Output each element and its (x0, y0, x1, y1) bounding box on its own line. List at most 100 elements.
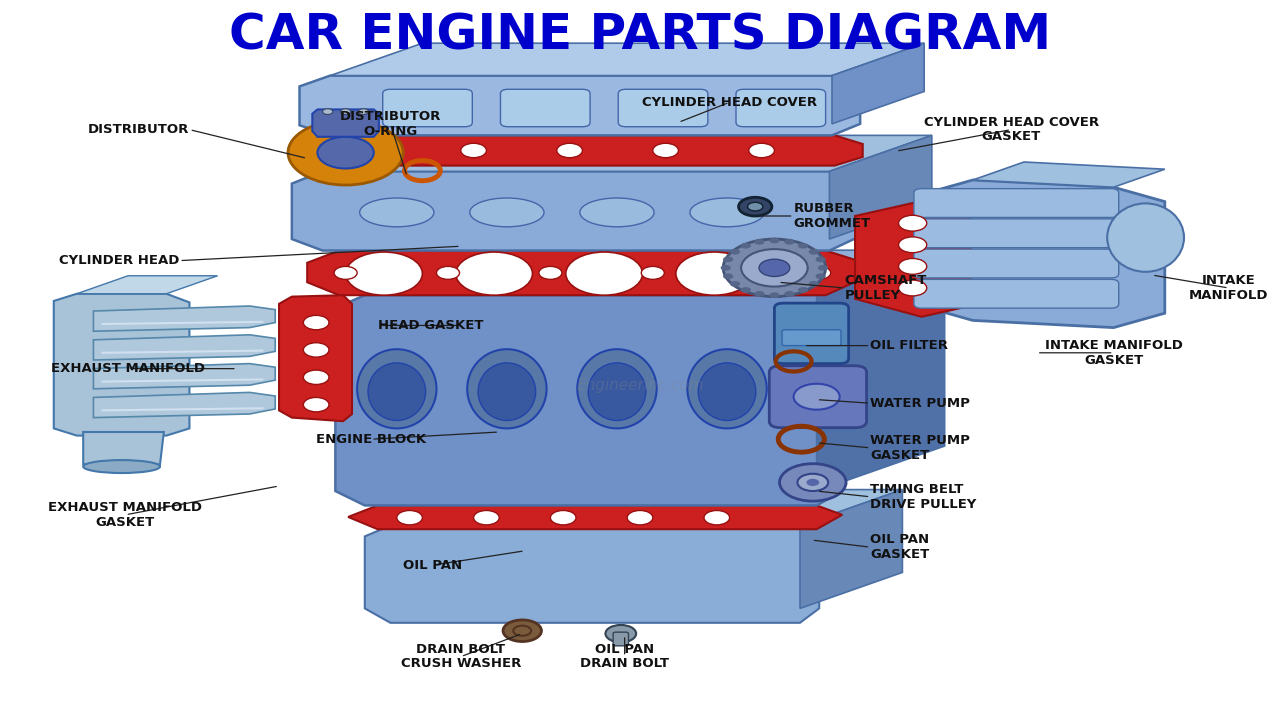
Polygon shape (800, 490, 902, 608)
Text: WATER PUMP: WATER PUMP (870, 397, 970, 410)
Circle shape (303, 343, 329, 357)
Polygon shape (855, 202, 970, 317)
Polygon shape (77, 276, 218, 294)
Circle shape (797, 243, 808, 248)
FancyBboxPatch shape (736, 89, 826, 127)
Circle shape (627, 510, 653, 525)
Circle shape (899, 215, 927, 231)
Text: HEAD GASKET: HEAD GASKET (378, 319, 483, 332)
Ellipse shape (690, 198, 764, 227)
Polygon shape (54, 294, 189, 436)
Circle shape (806, 479, 819, 486)
Polygon shape (93, 306, 275, 331)
Circle shape (744, 266, 767, 279)
Circle shape (676, 252, 753, 295)
Circle shape (899, 280, 927, 296)
Circle shape (605, 625, 636, 642)
Circle shape (808, 266, 831, 279)
Circle shape (809, 249, 819, 255)
Ellipse shape (577, 349, 657, 428)
Text: EXHAUST MANIFOLD: EXHAUST MANIFOLD (51, 362, 205, 375)
Polygon shape (829, 135, 932, 239)
FancyBboxPatch shape (914, 279, 1119, 308)
FancyBboxPatch shape (914, 249, 1119, 278)
Ellipse shape (1107, 203, 1184, 271)
FancyBboxPatch shape (914, 189, 1119, 217)
Circle shape (809, 281, 819, 287)
Polygon shape (323, 135, 932, 171)
Polygon shape (348, 505, 842, 529)
Ellipse shape (467, 349, 547, 428)
Circle shape (730, 281, 740, 287)
Circle shape (797, 474, 828, 491)
Text: OIL FILTER: OIL FILTER (870, 339, 948, 352)
Text: OIL PAN
DRAIN BOLT: OIL PAN DRAIN BOLT (580, 643, 669, 670)
Circle shape (754, 239, 764, 245)
Circle shape (641, 266, 664, 279)
Text: DISTRIBUTOR: DISTRIBUTOR (88, 123, 189, 136)
Circle shape (358, 109, 369, 114)
Polygon shape (93, 335, 275, 360)
Polygon shape (279, 295, 352, 421)
Circle shape (303, 370, 329, 384)
Circle shape (704, 510, 730, 525)
Circle shape (303, 315, 329, 330)
Polygon shape (365, 526, 819, 623)
Ellipse shape (687, 349, 767, 428)
Polygon shape (83, 432, 164, 464)
Polygon shape (335, 295, 842, 505)
Circle shape (340, 109, 351, 114)
Circle shape (346, 252, 422, 295)
Circle shape (653, 143, 678, 158)
Text: WATER PUMP
GASKET: WATER PUMP GASKET (870, 434, 970, 462)
Circle shape (550, 510, 576, 525)
Polygon shape (307, 251, 858, 295)
Circle shape (818, 265, 828, 271)
Circle shape (474, 510, 499, 525)
Text: Engineerinc.com: Engineerinc.com (576, 378, 704, 392)
Circle shape (815, 256, 826, 262)
Polygon shape (973, 162, 1165, 187)
Text: INTAKE
MANIFOLD: INTAKE MANIFOLD (1189, 274, 1268, 302)
Circle shape (739, 197, 772, 216)
Circle shape (566, 252, 643, 295)
Text: DRAIN BOLT
CRUSH WASHER: DRAIN BOLT CRUSH WASHER (401, 643, 521, 670)
FancyBboxPatch shape (774, 303, 849, 364)
Circle shape (769, 238, 780, 243)
Polygon shape (297, 135, 863, 166)
Circle shape (730, 249, 740, 255)
Text: CYLINDER HEAD: CYLINDER HEAD (59, 254, 179, 267)
Ellipse shape (580, 198, 654, 227)
Text: TIMING BELT
DRIVE PULLEY: TIMING BELT DRIVE PULLEY (870, 483, 977, 510)
FancyBboxPatch shape (782, 330, 841, 346)
Circle shape (748, 202, 763, 211)
Polygon shape (93, 392, 275, 418)
Circle shape (723, 256, 733, 262)
Ellipse shape (360, 198, 434, 227)
Polygon shape (330, 43, 924, 76)
Circle shape (317, 137, 374, 168)
Circle shape (456, 252, 532, 295)
Circle shape (741, 249, 808, 287)
Circle shape (899, 258, 927, 274)
Circle shape (303, 397, 329, 412)
FancyBboxPatch shape (618, 89, 708, 127)
Polygon shape (292, 171, 860, 251)
Circle shape (794, 384, 840, 410)
Text: ENGINE BLOCK: ENGINE BLOCK (316, 433, 426, 446)
Ellipse shape (369, 363, 425, 420)
Text: OIL PAN: OIL PAN (403, 559, 462, 572)
Ellipse shape (357, 349, 436, 428)
FancyBboxPatch shape (914, 219, 1119, 248)
Circle shape (785, 291, 795, 297)
Circle shape (461, 143, 486, 158)
FancyBboxPatch shape (500, 89, 590, 127)
Polygon shape (832, 43, 924, 124)
Circle shape (721, 265, 731, 271)
Circle shape (741, 287, 751, 293)
Circle shape (759, 259, 790, 276)
FancyBboxPatch shape (383, 89, 472, 127)
Text: CAMSHAFT
PULLEY: CAMSHAFT PULLEY (845, 274, 927, 302)
FancyBboxPatch shape (613, 632, 628, 646)
Polygon shape (390, 490, 902, 526)
